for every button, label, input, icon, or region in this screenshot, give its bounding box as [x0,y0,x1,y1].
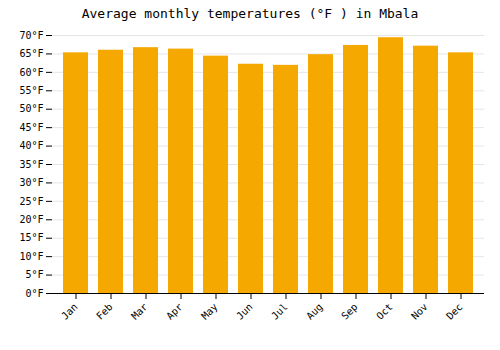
svg-text:20°F: 20°F [19,214,43,225]
svg-text:Feb: Feb [94,301,115,322]
svg-text:Dec: Dec [444,301,465,322]
svg-text:65°F: 65°F [19,48,43,59]
svg-text:45°F: 45°F [19,122,43,133]
svg-text:30°F: 30°F [19,177,43,188]
svg-text:60°F: 60°F [19,67,43,78]
svg-text:35°F: 35°F [19,159,43,170]
svg-text:25°F: 25°F [19,196,43,207]
svg-text:15°F: 15°F [19,232,43,243]
svg-text:Jul: Jul [269,301,290,322]
svg-text:Apr: Apr [164,301,185,322]
svg-text:40°F: 40°F [19,140,43,151]
svg-text:Oct: Oct [374,301,395,322]
svg-text:55°F: 55°F [19,85,43,96]
svg-text:Sep: Sep [339,301,360,322]
svg-text:0°F: 0°F [25,288,43,299]
svg-text:Aug: Aug [304,301,325,322]
svg-text:70°F: 70°F [19,30,43,41]
svg-text:50°F: 50°F [19,103,43,114]
svg-text:May: May [199,301,220,322]
svg-text:Nov: Nov [409,301,430,322]
svg-text:Jan: Jan [59,301,80,322]
svg-text:Jun: Jun [234,301,255,322]
svg-text:Mar: Mar [129,301,150,322]
svg-text:5°F: 5°F [25,269,43,280]
svg-text:10°F: 10°F [19,251,43,262]
html-text:Average monthly temperatures (: Average monthly temperatures (°F ) in Mb… [81,6,419,21]
